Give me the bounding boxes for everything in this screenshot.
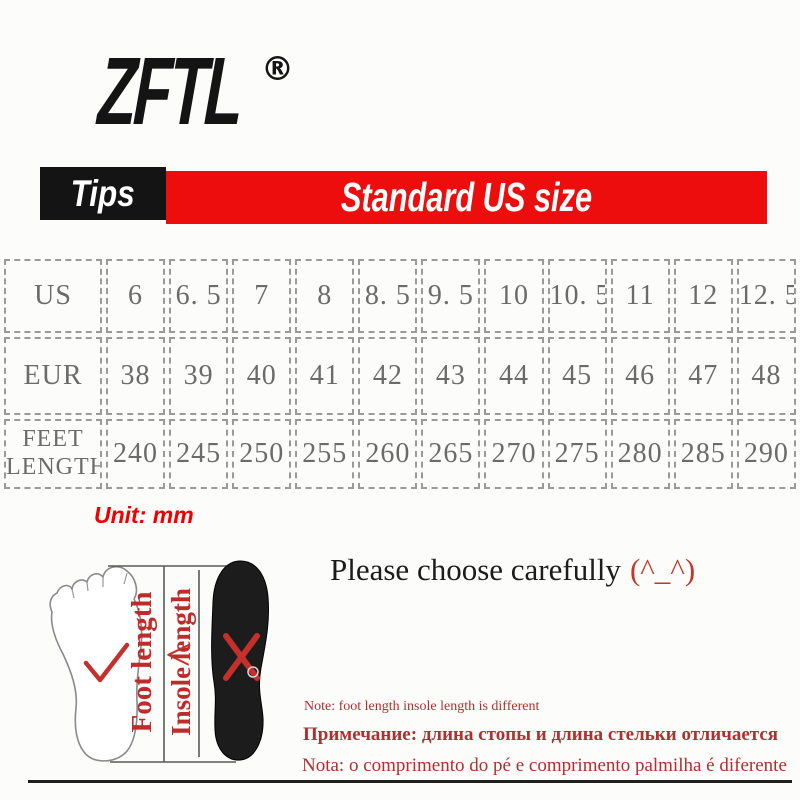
standard-size-banner-label: Standard US size	[340, 174, 593, 220]
registered-trademark-icon: ®	[261, 49, 294, 88]
size-cell: 12. 5	[736, 259, 796, 333]
size-cell: 255	[295, 419, 355, 489]
row-header-eur: EUR	[4, 337, 102, 415]
size-cell: 285	[673, 419, 733, 489]
foot-length-label: Foot length	[126, 592, 158, 733]
size-cell: 275	[547, 419, 607, 489]
size-cell: 240	[106, 419, 166, 489]
check-icon	[83, 642, 130, 683]
size-cell: 280	[610, 419, 670, 489]
x-mark-icon	[223, 633, 260, 681]
unit-note: Unit: mm	[94, 502, 194, 528]
row-header-line: FEET	[22, 426, 84, 453]
table-row-feet-length: FEET LENGTH 240 245 250 255 260 265 270 …	[4, 419, 796, 489]
size-cell: 46	[610, 337, 670, 415]
size-cell: 48	[736, 337, 796, 415]
size-cell: 290	[736, 419, 796, 489]
size-cell: 10. 5	[547, 259, 607, 333]
size-cell: 6	[106, 259, 166, 333]
size-cell: 47	[673, 337, 733, 415]
measurement-lines	[108, 565, 248, 763]
size-cell: 41	[295, 337, 355, 415]
advice-text: Please choose carefully	[330, 552, 621, 587]
size-cell: 265	[421, 419, 481, 489]
size-cell: 38	[106, 337, 166, 415]
size-cell: 8	[295, 259, 355, 333]
size-cell: 270	[484, 419, 544, 489]
size-cell: 12	[673, 259, 733, 333]
table-row-eur: EUR 38 39 40 41 42 43 44 45 46 47 48	[4, 337, 796, 415]
bottom-divider	[28, 780, 792, 783]
size-cell: 11	[610, 259, 670, 333]
size-cell: 10	[484, 259, 544, 333]
size-cell: 44	[484, 337, 544, 415]
size-cell: 8. 5	[358, 259, 418, 333]
insole-length-label: Insole length	[166, 588, 196, 736]
size-cell: 39	[169, 337, 229, 415]
note-english: Note: foot length insole length is diffe…	[304, 699, 540, 714]
advice-line: Please choose carefully (^_^)	[330, 552, 695, 588]
foot-outline-icon	[49, 565, 143, 762]
brand-logo: ZFTL ®	[96, 38, 316, 160]
size-cell: 6. 5	[169, 259, 229, 333]
standard-size-banner: Standard US size	[166, 171, 767, 224]
table-row-us: US 6 6. 5 7 8 8. 5 9. 5 10 10. 5 11 12 1…	[4, 259, 796, 333]
tips-banner-label: Tips	[70, 172, 136, 214]
row-header-us: US	[4, 259, 102, 333]
size-cell: 40	[232, 337, 292, 415]
size-cell: 7	[232, 259, 292, 333]
size-cell: 9. 5	[421, 259, 481, 333]
tips-banner: Tips	[40, 167, 166, 220]
emoticon: (^_^)	[629, 552, 696, 587]
size-table: US 6 6. 5 7 8 8. 5 9. 5 10 10. 5 11 12 1…	[0, 255, 800, 493]
size-cell: 250	[232, 419, 292, 489]
row-header-line: LENGTH	[6, 454, 102, 480]
note-russian: Примечание: длина стопы и длина стельки …	[303, 724, 779, 745]
note-portuguese: Nota: o comprimento do pé e comprimento …	[302, 755, 787, 776]
less-than-symbol: <	[165, 629, 191, 680]
size-cell: 42	[358, 337, 418, 415]
row-header-feet-length: FEET LENGTH	[4, 419, 102, 489]
size-cell: 260	[358, 419, 418, 489]
size-cell: 245	[169, 419, 229, 489]
size-cell: 45	[547, 337, 607, 415]
size-cell: 43	[421, 337, 481, 415]
